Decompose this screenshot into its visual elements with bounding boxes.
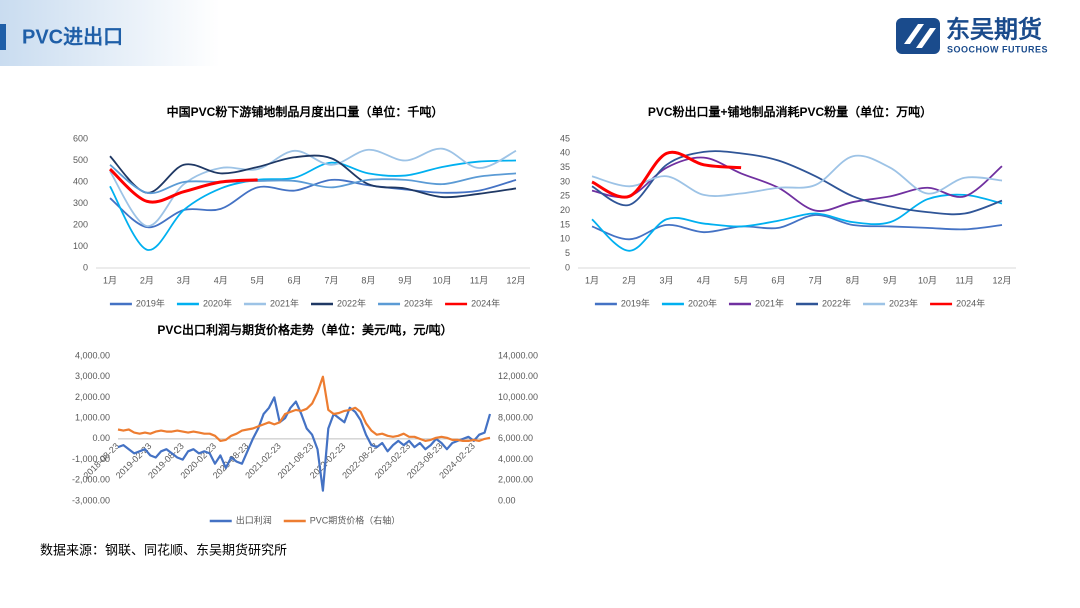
logo-stripes (904, 24, 936, 48)
y-tick-label: 0.00 (92, 433, 110, 443)
series-line (117, 396, 492, 492)
x-tick-label: 10月 (918, 275, 937, 285)
legend-label: 2019年 (136, 297, 165, 308)
x-tick-label: 9月 (398, 275, 412, 285)
x-tick-label: 10月 (433, 275, 452, 285)
y-tick-label: 30 (560, 176, 570, 186)
legend-label: 2020年 (688, 297, 717, 308)
x-tick-label: 9月 (883, 275, 897, 285)
x-tick-label: 8月 (846, 275, 860, 285)
series-line (108, 167, 258, 204)
x-tick-label: 7月 (324, 275, 338, 285)
chart-title: PVC出口利润与期货价格走势（单位：美元/吨，元/吨） (157, 322, 452, 337)
x-tick-label: 5月 (734, 275, 748, 285)
y2-tick-label: 0.00 (498, 495, 516, 505)
series-line (591, 150, 742, 199)
x-tick-label: 12月 (992, 275, 1011, 285)
header-bar (0, 24, 6, 50)
legend-label: 2019年 (621, 297, 650, 308)
y-tick-label: -1,000.00 (72, 454, 110, 464)
y-tick-label: 400 (73, 176, 88, 186)
y-tick-label: 5 (565, 248, 570, 258)
chart-title: PVC粉出口量+铺地制品消耗PVC粉量（单位：万吨） (648, 104, 932, 119)
x-tick-label: 3月 (177, 275, 191, 285)
logo-text: 东吴期货 (946, 15, 1042, 43)
series-line (109, 164, 517, 195)
series-line (591, 214, 1003, 241)
legend-label: 2024年 (956, 297, 985, 308)
x-tick-label: 2月 (622, 275, 636, 285)
x-tick-label: 12月 (506, 275, 525, 285)
legend-label: 2022年 (822, 297, 851, 308)
y-tick-label: -2,000.00 (72, 475, 110, 485)
header-band (0, 0, 220, 66)
x-tick-label: 1月 (585, 275, 599, 285)
y-tick-label: 0 (565, 262, 570, 272)
legend: 2019年 2020年 2021年 2022年 2023年 2024年 (109, 297, 500, 308)
legend-label: 出口利润 (236, 514, 272, 525)
x-tick-label: 4月 (214, 275, 228, 285)
chart-title: 中国PVC粉下游铺地制品月度出口量（单位：千吨） (167, 104, 444, 119)
x-tick-label: 4月 (697, 275, 711, 285)
series-line (591, 193, 1003, 252)
x-tick-label: 2月 (140, 275, 154, 285)
y-tick-label: 40 (560, 148, 570, 158)
x-tick-label: 6月 (288, 275, 302, 285)
y-tick-label: 45 (560, 133, 570, 143)
y-tick-label: 20 (560, 205, 570, 215)
y-tick-label: 25 (560, 191, 570, 201)
legend: 出口利润 PVC期货价格（右轴） (209, 514, 401, 525)
x-tick-label: 11月 (470, 275, 488, 285)
series-line (109, 154, 517, 199)
y2-tick-label: 4,000.00 (498, 454, 533, 464)
legend: 2019年 2020年 2021年 2022年 2023年 2024年 (594, 297, 985, 308)
y-tick-label: 2,000.00 (75, 392, 110, 402)
legend-label: 2022年 (337, 297, 366, 308)
logo: 东吴期货 SOOCHOW FUTURES (896, 15, 1048, 54)
source-note: 数据来源：钢联、同花顺、东吴期货研究所 (40, 542, 287, 557)
legend-label: 2021年 (755, 297, 784, 308)
y2-tick-label: 6,000.00 (498, 433, 533, 443)
y-tick-label: 15 (560, 219, 570, 229)
x-tick-label: 8月 (361, 275, 375, 285)
y-tick-label: 35 (560, 162, 570, 172)
x-tick-label: 3月 (660, 275, 674, 285)
y-tick-label: 500 (73, 155, 88, 165)
logo-en: SOOCHOW FUTURES (947, 44, 1048, 54)
x-tick-label: 7月 (809, 275, 823, 285)
y2-tick-label: 2,000.00 (498, 475, 533, 485)
y-tick-label: 1,000.00 (75, 413, 110, 423)
y-tick-label: -3,000.00 (72, 495, 110, 505)
x-tick-label: 1月 (103, 275, 117, 285)
page-title: PVC进出口 (22, 25, 123, 48)
y-tick-label: 300 (73, 198, 88, 208)
y-tick-label: 4,000.00 (75, 350, 110, 360)
y-tick-label: 0 (83, 262, 88, 272)
series-line (591, 156, 1003, 212)
x-tick-label: 5月 (251, 275, 265, 285)
series-line (109, 159, 517, 251)
legend-label: 2020年 (203, 297, 232, 308)
y-tick-label: 200 (73, 219, 88, 229)
y2-tick-label: 14,000.00 (498, 350, 538, 360)
legend-label: 2023年 (404, 297, 433, 308)
y-tick-label: 10 (560, 234, 570, 244)
x-tick-label: 11月 (956, 275, 974, 285)
y2-tick-label: 8,000.00 (498, 413, 533, 423)
legend-label: 2021年 (270, 297, 299, 308)
y-tick-label: 100 (73, 241, 88, 251)
x-tick-label: 6月 (771, 275, 785, 285)
y2-tick-label: 10,000.00 (498, 392, 538, 402)
y2-tick-label: 12,000.00 (498, 371, 538, 381)
legend-label: 2023年 (889, 297, 918, 308)
series-line (591, 154, 1003, 197)
logo-icon (896, 18, 940, 54)
y-tick-label: 600 (73, 133, 88, 143)
series-line (591, 150, 1003, 216)
legend-label: 2024年 (471, 297, 500, 308)
legend-label: PVC期货价格（右轴） (310, 514, 401, 525)
series-line (117, 375, 491, 442)
y-tick-label: 3,000.00 (75, 371, 110, 381)
